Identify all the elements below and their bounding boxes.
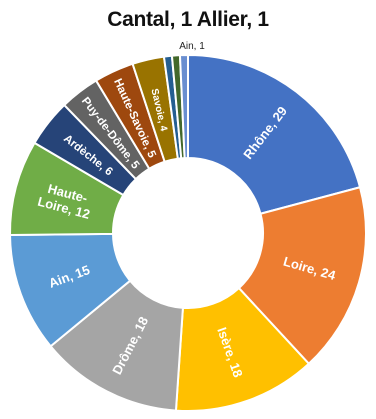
slice-drome-3 (49, 279, 184, 412)
slice-ain-12 (178, 53, 189, 160)
slice-loire-1 (237, 186, 367, 366)
chart-title: Cantal, 1 Allier, 1 (107, 8, 269, 31)
slice-isere-2 (174, 286, 311, 412)
slice-rhone-0 (187, 53, 362, 215)
top-annotation: Ain, 1 (179, 41, 205, 52)
